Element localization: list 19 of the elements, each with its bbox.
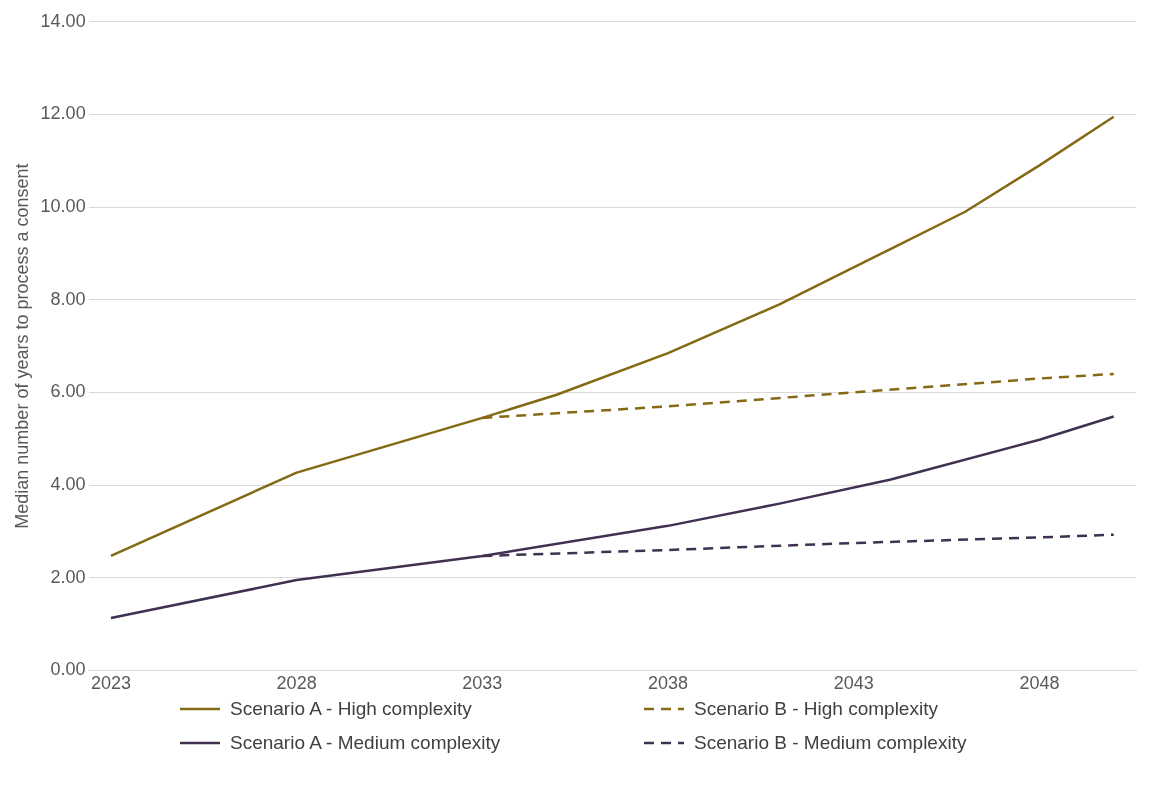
x-tick-label: 2023 [90, 673, 131, 694]
y-axis-title: Median number of years to process a consent [11, 163, 32, 529]
x-tick-label: 2043 [833, 673, 874, 694]
x-tick-label: 2048 [1019, 673, 1060, 694]
y-tick-label: 2.00 [50, 566, 86, 587]
y-tick-label: 10.00 [40, 196, 86, 217]
legend-label: Scenario A - Medium complexity [230, 732, 501, 754]
legend-label: Scenario B - High complexity [694, 698, 938, 720]
y-tick-label: 6.00 [50, 381, 86, 402]
x-tick-label: 2038 [648, 673, 689, 694]
x-tick-label: 2028 [276, 673, 317, 694]
x-tick-label: 2033 [462, 673, 503, 694]
y-tick-label: 8.00 [50, 288, 86, 309]
y-tick-label: 14.00 [40, 10, 86, 31]
y-tick-label: 0.00 [50, 659, 86, 680]
legend-label: Scenario B - Medium complexity [694, 732, 967, 754]
y-tick-label: 4.00 [50, 474, 86, 495]
legend-label: Scenario A - High complexity [230, 698, 472, 720]
y-tick-label: 12.00 [40, 103, 86, 124]
